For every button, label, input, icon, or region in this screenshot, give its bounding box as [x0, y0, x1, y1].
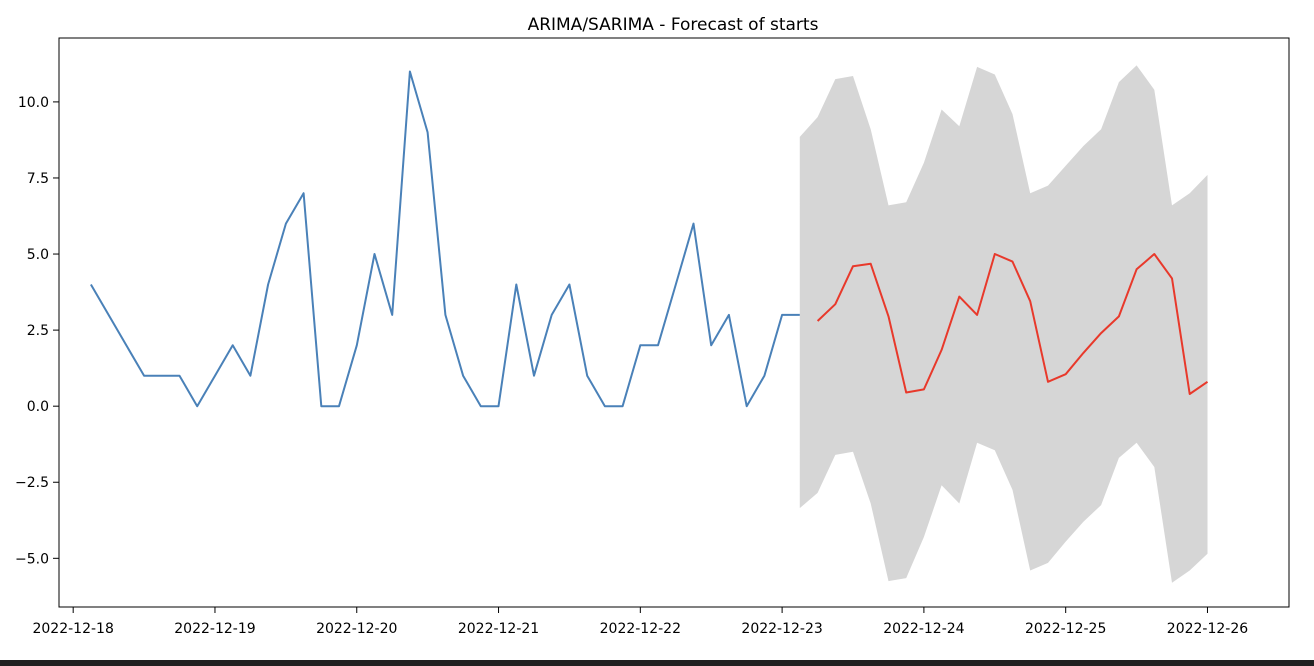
y-tick-label: −2.5	[15, 475, 49, 491]
y-tick-label: 7.5	[27, 171, 49, 187]
x-tick-label: 2022-12-19	[174, 621, 255, 637]
plot-frame	[58, 37, 1290, 608]
y-tick-label: −5.0	[15, 551, 49, 567]
x-tick-label: 2022-12-20	[316, 621, 397, 637]
x-tick-label: 2022-12-18	[32, 621, 113, 637]
x-tick-label: 2022-12-23	[741, 621, 822, 637]
x-tick-label: 2022-12-25	[1025, 621, 1106, 637]
window-bottom-edge	[0, 660, 1314, 666]
y-tick-label: 5.0	[27, 247, 49, 263]
forecast-interval-band	[799, 65, 1208, 583]
y-tick-label: 10.0	[18, 95, 49, 111]
x-tick-label: 2022-12-21	[458, 621, 539, 637]
axes: 2022-12-18 2022-12-19 2022-12-20 2022-12-21…	[15, 37, 1290, 637]
x-tick-label: 2022-12-26	[1167, 621, 1248, 637]
x-tick-label: 2022-12-22	[600, 621, 681, 637]
y-tick-label: 0.0	[27, 399, 49, 415]
chart-title: ARIMA/SARIMA - Forecast of starts	[528, 15, 819, 35]
x-tick-label: 2022-12-24	[883, 621, 964, 637]
plot-area	[90, 65, 1209, 583]
forecast-series-line	[816, 253, 1209, 395]
y-tick-label: 2.5	[27, 323, 49, 339]
observed-series-line	[90, 70, 800, 408]
